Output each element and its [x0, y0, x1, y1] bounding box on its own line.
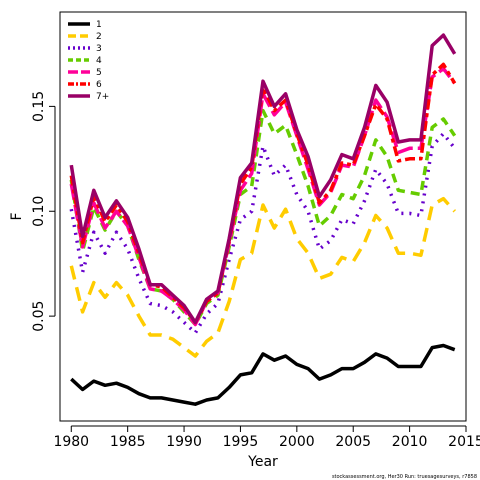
series-line-1: [70, 343, 456, 406]
plot-frame: [59, 11, 467, 422]
x-axis-title: Year: [247, 454, 278, 470]
x-tick-label: 1995: [223, 434, 259, 450]
y-tick-label: 0.05: [31, 301, 47, 332]
series-line-4: [69, 108, 457, 327]
y-tick-label: 0.15: [31, 91, 47, 122]
legend-label: 4: [96, 56, 102, 66]
x-axis: 1980 1985 1990 1995 2000 2005 2010 2015: [53, 425, 480, 450]
legend-label: 1: [96, 20, 102, 30]
legend: 1 2 3 4 5 6 7+: [68, 20, 109, 102]
footer-text: stockassessment.org, Her30 Run: truesage…: [332, 474, 477, 480]
x-tick-label: 2010: [392, 434, 428, 450]
legend-label: 3: [96, 44, 102, 54]
y-axis-title: F: [9, 212, 25, 220]
x-tick-label: 1990: [166, 434, 202, 450]
x-tick-label: 2005: [335, 434, 371, 450]
x-tick-label: 2000: [279, 434, 315, 450]
legend-label: 7+: [96, 92, 109, 102]
y-axis: 0.05 0.10 0.15: [31, 91, 56, 332]
x-tick-label: 2015: [448, 434, 480, 450]
y-tick-label: 0.10: [31, 196, 47, 227]
legend-label: 6: [96, 80, 102, 90]
x-tick-label: 1980: [53, 434, 89, 450]
series-line-2: [69, 196, 457, 358]
series-line-7: [69, 33, 457, 325]
legend-label: 5: [96, 68, 102, 78]
x-tick-label: 1985: [110, 434, 146, 450]
plot-lines: [69, 33, 457, 406]
legend-label: 2: [96, 32, 102, 42]
